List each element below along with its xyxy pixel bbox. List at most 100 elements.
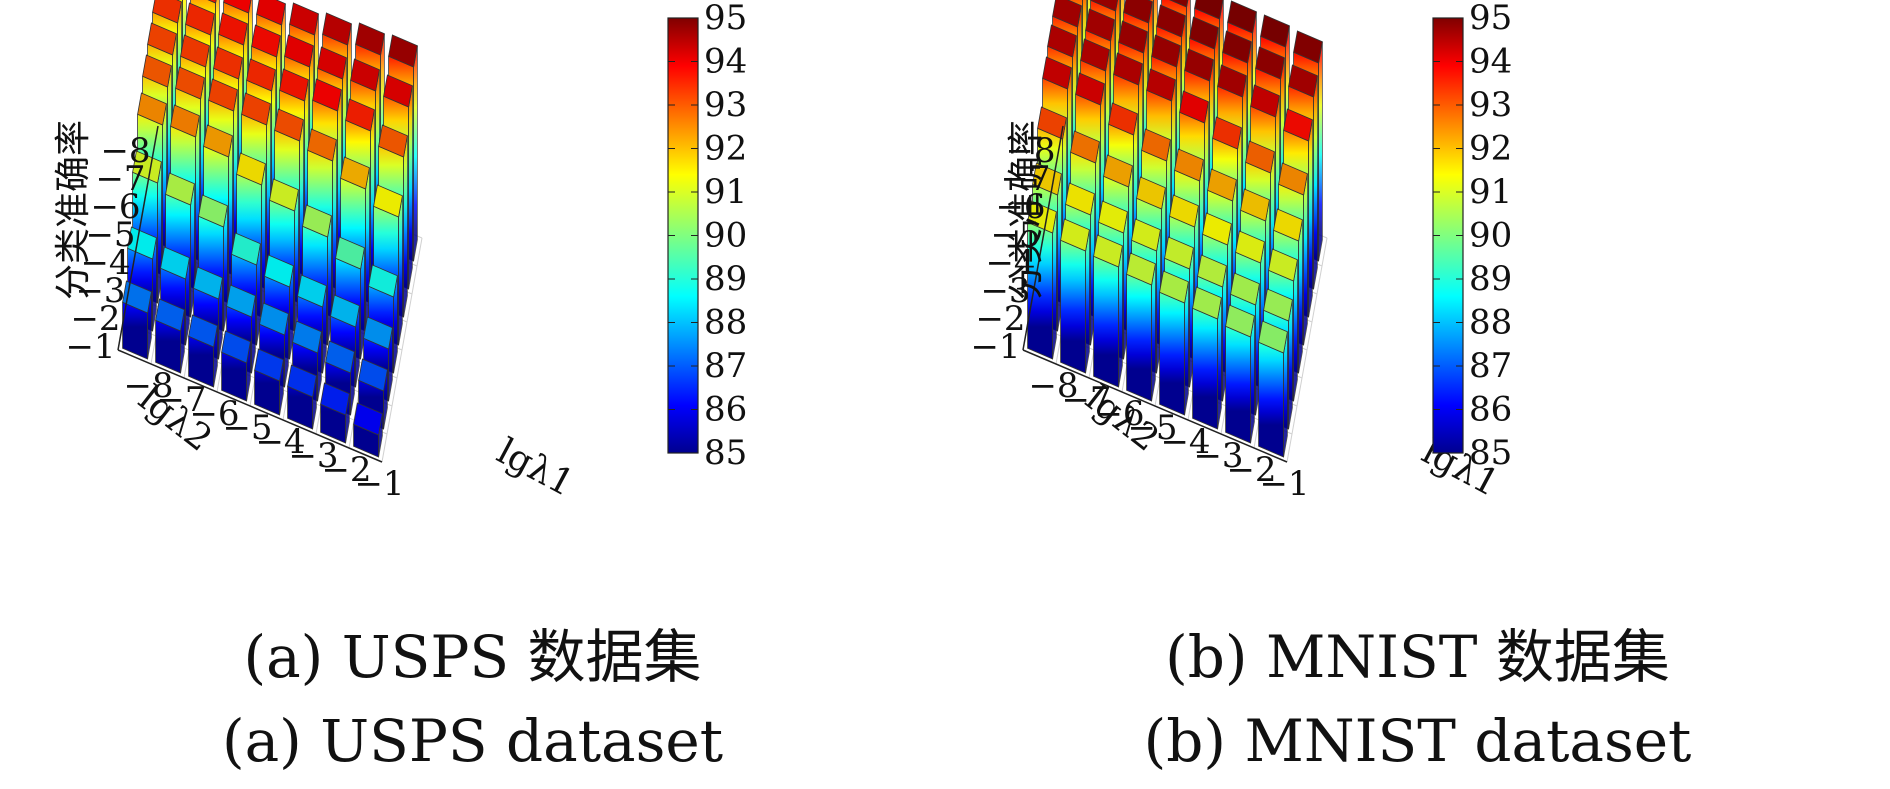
- y-tick-label: −8: [100, 131, 150, 171]
- caption-mnist-en: (b) MNIST dataset: [1143, 707, 1692, 775]
- x-tick-label: −6: [1094, 394, 1144, 434]
- bar-face: [1118, 245, 1123, 388]
- colorbar-tick-label: 85: [704, 433, 747, 473]
- colorbar-tick-label: 89: [704, 259, 747, 299]
- colorbar-tick-label: 90: [1469, 216, 1512, 256]
- bars: [1027, 0, 1323, 458]
- colorbar-tick-label: 87: [704, 346, 747, 386]
- bar-top: [1245, 140, 1275, 174]
- bar-top: [1268, 248, 1298, 282]
- bar-top: [1164, 236, 1194, 270]
- bar-face: [1060, 239, 1087, 374]
- x-axis-line: [1022, 349, 1288, 463]
- bar-top: [236, 152, 266, 186]
- y-tick-label: −6: [995, 187, 1045, 227]
- bar-top: [221, 330, 251, 364]
- grid-line: [381, 237, 423, 463]
- bar-top: [274, 108, 304, 142]
- y-tick-label: −1: [970, 327, 1020, 367]
- y-tick-label: −3: [75, 271, 125, 311]
- bar-top: [1235, 230, 1265, 264]
- bar-top: [1258, 320, 1288, 354]
- bar-face: [403, 135, 408, 318]
- colorbar-tick-label: 91: [1469, 172, 1512, 212]
- x-axis-label: lgλ1: [490, 431, 580, 505]
- caption-usps-en: (a) USPS dataset: [221, 707, 724, 775]
- bar-top: [223, 0, 252, 14]
- y-tick-label: −4: [80, 243, 130, 283]
- bar-top: [256, 0, 286, 26]
- bar-top: [1075, 72, 1105, 106]
- y-tick-label: −4: [985, 243, 1035, 283]
- bar-top: [1174, 148, 1204, 182]
- y-tick-label: −1: [65, 327, 115, 367]
- colorbar-tick-label: 92: [704, 129, 747, 169]
- colorbar-tick-label: 86: [1469, 390, 1512, 430]
- bar-top: [1080, 38, 1110, 72]
- bar-top: [1141, 128, 1171, 162]
- bar-top: [368, 264, 398, 298]
- bar-7-0: [1027, 200, 1057, 360]
- x-axis-line: [117, 349, 383, 463]
- bar-top: [335, 236, 365, 270]
- bar-7-3: [221, 330, 251, 402]
- bar-face: [1093, 255, 1120, 388]
- bar-face: [398, 195, 403, 346]
- bar-face: [1151, 263, 1156, 402]
- bar-top: [1037, 106, 1067, 140]
- bar-top: [1131, 218, 1161, 252]
- colorbar-tick-label: 88: [704, 303, 747, 343]
- bar-top: [1288, 64, 1318, 98]
- bar-top: [241, 92, 271, 126]
- colorbar-tick-label: 95: [704, 0, 747, 38]
- caption-mnist-zh: (b) MNIST 数据集: [1165, 623, 1670, 691]
- bar-top: [279, 68, 309, 102]
- bar-7-5: [287, 364, 317, 430]
- bar-top: [383, 74, 413, 108]
- bar-top: [1240, 188, 1270, 222]
- bar-top: [320, 382, 350, 416]
- bar-top: [246, 58, 276, 92]
- bar-top: [1052, 0, 1082, 28]
- bar-top: [1159, 270, 1189, 304]
- bar-top: [226, 284, 256, 318]
- bar-top: [1156, 4, 1186, 38]
- bar-top: [122, 280, 152, 314]
- mnist-plot: −8−7−6−5−4−3−2−1−8−7−6−5−4−3−2−1lgλ1lgλ2…: [970, 0, 1512, 505]
- y-tick-label: −6: [90, 187, 140, 227]
- bar-top: [1184, 48, 1214, 82]
- bar-top: [1151, 34, 1181, 68]
- bar-top: [1060, 218, 1090, 252]
- colorbar-tick-label: 89: [1469, 259, 1512, 299]
- bar-top: [264, 254, 294, 288]
- colorbar-tick-label: 90: [704, 216, 747, 256]
- bar-top: [289, 2, 319, 36]
- usps-plot: −8−7−6−5−4−3−2−1−8−7−6−5−4−3−2−1lgλ1lgλ2…: [53, 0, 747, 505]
- bar-top: [1169, 0, 1189, 8]
- bar-top: [1293, 30, 1323, 64]
- bar-top: [132, 150, 162, 184]
- bar-top: [1108, 102, 1138, 136]
- grid-line: [1286, 237, 1328, 463]
- bar-top: [1146, 68, 1176, 102]
- bar-top: [330, 294, 360, 328]
- x-tick-label: −6: [189, 394, 239, 434]
- bar-top: [1207, 168, 1237, 202]
- bar-top: [1098, 200, 1128, 234]
- bar-top: [1192, 286, 1222, 320]
- bar-top: [358, 358, 388, 392]
- bar-top: [297, 274, 327, 308]
- colorbar-tick-label: 95: [1469, 0, 1512, 38]
- bar-top: [208, 78, 238, 112]
- bar-top: [350, 58, 380, 92]
- bar-top: [198, 194, 228, 228]
- bar-face: [1126, 273, 1153, 402]
- bar-face: [1258, 341, 1285, 458]
- bar-face: [1318, 41, 1323, 262]
- bar-7-7: [353, 402, 383, 458]
- bar-top: [322, 12, 352, 46]
- bar-top: [287, 364, 317, 398]
- bar-top: [142, 54, 172, 88]
